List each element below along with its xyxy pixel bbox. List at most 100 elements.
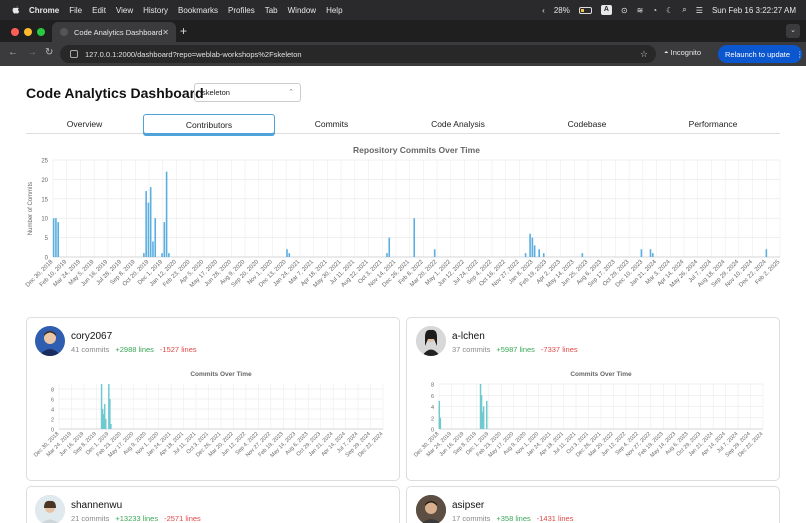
moon-icon[interactable]: ☾ [666,5,674,15]
chart-bar [524,253,527,257]
chart-bar [147,202,150,257]
chart-bar [143,253,145,257]
repo-select[interactable]: skeleton ⌃ [194,83,301,102]
tab-performance[interactable]: Performance [688,119,738,129]
contributor-name[interactable]: asipser [452,500,485,511]
menu-history[interactable]: History [143,5,169,15]
menu-tab[interactable]: Tab [264,5,278,15]
avatar-portrait-icon [416,495,446,523]
tab-overview[interactable]: Overview [66,119,103,129]
tab-contributors[interactable]: Contributors [143,114,275,134]
chart-bar [110,424,112,429]
menu-app-name[interactable]: Chrome [29,5,60,15]
menu-help[interactable]: Help [326,5,343,15]
menu-edit[interactable]: Edit [92,5,106,15]
chart-bar [52,218,55,257]
chart-bar [165,171,168,257]
contributor-name[interactable]: a-lchen [452,331,485,342]
contributor-card: asipser 17 commits +358 lines -1431 lines [406,486,780,523]
y-tick-label: 15 [41,197,48,203]
contributor-stats: 37 commits +5987 lines -7337 lines [452,345,578,354]
tab-codebase[interactable]: Codebase [567,119,607,129]
window-minimize-icon[interactable] [24,28,32,36]
y-tick-label: 10 [41,217,48,223]
lines-deleted: -1527 lines [159,345,197,354]
chart-bar [651,253,654,257]
relaunch-button[interactable]: Relaunch to update ⋮ [718,45,804,63]
site-info-icon[interactable] [70,50,78,58]
chart-title: Commits Over Time [570,371,632,378]
chart-bar [439,417,442,429]
chart-bar [479,384,482,429]
contributor-stats: 21 commits +13233 lines -2571 lines [71,514,201,523]
new-tab-icon[interactable]: + [180,24,188,38]
menu-file[interactable]: File [69,5,83,15]
browser-tab[interactable]: Code Analytics Dashboard ✕ [52,22,176,42]
chart-bar [433,249,436,257]
avatar-portrait-icon [416,326,446,356]
wifi-icon[interactable]: ≋ [636,5,644,15]
apple-icon[interactable] [11,5,21,15]
input-source-icon[interactable]: A [600,5,612,15]
contributor-name[interactable]: cory2067 [71,331,113,342]
avatar [35,326,65,356]
stopwatch-icon[interactable]: ◔ [652,5,658,15]
incognito-indicator[interactable]: ◓ Incognito [664,48,701,57]
y-tick-label: 0 [45,256,49,262]
tab-search-icon[interactable]: ⌄ [786,24,800,38]
chart-bar [286,249,288,257]
y-tick-label: 6 [51,398,54,404]
address-bar[interactable]: 127.0.0.1:2000/dashboard?repo=weblab-wor… [60,45,656,63]
chart-bar [288,253,291,257]
chart-bar [152,241,154,257]
play-icon[interactable]: ⊙ [620,5,628,15]
control-center-icon[interactable]: ☰ [695,5,703,15]
chart-bar [168,253,170,257]
menu-window[interactable]: Window [287,5,317,15]
repo-select-value: skeleton [202,88,230,97]
chart-bar [386,253,388,257]
reload-icon[interactable]: ↻ [45,47,54,58]
menu-view[interactable]: View [115,5,134,15]
bookmark-star-icon[interactable]: ☆ [639,48,648,59]
chart-bar [104,419,107,429]
search-icon[interactable]: ⌕ [682,5,687,14]
chart-bar [57,222,59,257]
chart-bar [482,406,485,429]
chart-bar [145,191,147,257]
chart-title: Repository Commits Over Time [353,145,480,155]
battery-percent: 28% [553,5,570,15]
tab-favicon-icon [60,28,68,36]
y-tick-label: 5 [45,236,49,242]
forward-arrow-icon[interactable]: → [27,47,37,58]
kebab-menu-icon[interactable]: ⋮ [796,49,804,59]
menu-profiles[interactable]: Profiles [228,5,255,15]
chart-bar [542,253,545,257]
tab-commits[interactable]: Commits [314,119,349,129]
dashboard-tabs: Overview Contributors Commits Code Analy… [26,114,780,134]
lines-added: +5987 lines [496,345,535,354]
y-tick-label: 4 [431,405,434,411]
contributor-card: cory2067 41 commits +2988 lines -1527 line… [26,317,400,481]
tab-code-analysis[interactable]: Code Analysis [431,119,485,129]
contributor-card: shannenwu 21 commits +13233 lines -2571 li… [26,486,400,523]
window-zoom-icon[interactable] [37,28,45,36]
y-tick-label: 25 [41,159,48,165]
y-tick-label: 4 [51,408,54,414]
chart-bar [108,384,110,429]
back-arrow-icon[interactable]: ← [8,47,18,58]
battery-icon[interactable] [578,6,592,14]
menu-bookmarks[interactable]: Bookmarks [178,5,219,15]
lines-deleted: -2571 lines [164,514,201,523]
chart-bar [533,245,536,257]
chart-bar [101,409,104,429]
page-title: Code Analytics Dashboard [26,85,204,101]
menubar-clock[interactable]: Sun Feb 16 3:22:27 AM [711,5,796,15]
chevron-left-icon[interactable]: ‹ [542,5,545,15]
window-close-icon[interactable] [11,28,19,36]
lines-deleted: -1431 lines [536,514,574,523]
lines-deleted: -7337 lines [540,345,578,354]
contributor-name[interactable]: shannenwu [71,500,123,511]
tab-close-icon[interactable]: ✕ [162,27,169,37]
